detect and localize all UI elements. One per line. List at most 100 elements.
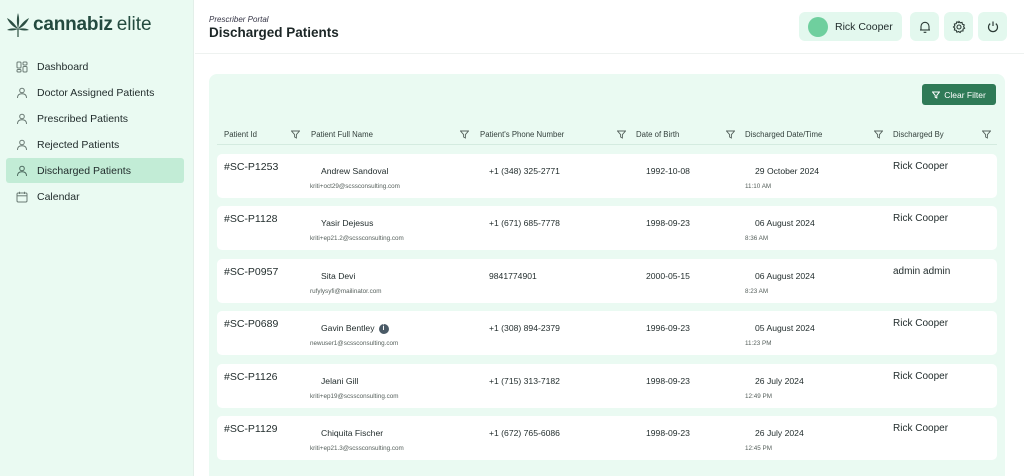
discharged-time: 8:23 AM xyxy=(745,288,769,295)
patient-id: #SC-P1253 xyxy=(224,161,279,173)
user-icon xyxy=(16,113,28,125)
discharged-by: Rick Cooper xyxy=(893,423,949,434)
column-header-patient-id: Patient Id xyxy=(224,130,257,139)
filter-icon[interactable] xyxy=(725,130,736,139)
brand-name-light: elite xyxy=(116,14,152,35)
patient-email: kriti+ep21.3@scssconsulting.com xyxy=(310,445,404,452)
logout-button[interactable] xyxy=(978,12,1007,41)
user-icon xyxy=(16,139,28,151)
sidebar-nav: Dashboard Doctor Assigned Patients Presc… xyxy=(6,54,184,210)
patient-dob: 1998-09-23 xyxy=(646,376,690,386)
avatar xyxy=(808,16,828,37)
patient-phone: +1 (715) 313-7182 xyxy=(489,376,560,386)
patient-id: #SC-P1126 xyxy=(224,371,278,383)
patient-email: rufylysyfi@mailinator.com xyxy=(310,288,382,295)
patient-email: newuser1@scssconsulting.com xyxy=(310,340,399,347)
column-header-discharged-by: Discharged By xyxy=(893,130,944,139)
patient-dob: 1998-09-23 xyxy=(646,218,690,228)
patient-name: Chiquita Fischer xyxy=(321,428,384,438)
user-menu-button[interactable]: Rick Cooper xyxy=(799,12,902,41)
discharged-by: admin admin xyxy=(893,266,951,277)
cannabis-leaf-icon xyxy=(7,13,29,37)
settings-button[interactable] xyxy=(944,12,973,41)
table-header: Patient Id Patient Full Name Patient's P… xyxy=(209,126,1005,142)
patient-id: #SC-P0689 xyxy=(224,318,279,330)
filter-icon[interactable] xyxy=(981,130,992,139)
table-row[interactable]: #SC-P1128 Yasir Dejesus kriti+ep21.2@scs… xyxy=(217,206,997,250)
patient-name: Jelani Gill xyxy=(321,376,359,386)
user-icon xyxy=(16,87,28,99)
discharged-date: 06 August 2024 xyxy=(755,218,815,228)
table-row[interactable]: #SC-P1253 Andrew Sandoval kriti+oct29@sc… xyxy=(217,154,997,198)
discharged-date: 06 August 2024 xyxy=(755,271,815,281)
patient-id: #SC-P1128 xyxy=(224,213,278,225)
dashboard-icon xyxy=(16,61,28,73)
discharged-time: 11:10 AM xyxy=(745,183,772,190)
brand-logo[interactable]: cannabiz elite xyxy=(6,10,152,40)
patient-name-cell: Gavin Bentley i xyxy=(321,323,389,334)
filter-icon[interactable] xyxy=(459,130,470,139)
patient-email: kriti+ep19@scssconsulting.com xyxy=(310,393,399,400)
column-header-dob: Date of Birth xyxy=(636,130,680,139)
discharged-time: 12:49 PM xyxy=(745,393,772,400)
sidebar-item-label: Discharged Patients xyxy=(37,164,131,177)
filter-icon[interactable] xyxy=(873,130,884,139)
power-icon xyxy=(987,21,998,32)
patient-name: Gavin Bentley xyxy=(321,323,375,333)
header-divider xyxy=(217,144,997,145)
gear-icon xyxy=(952,19,965,33)
sidebar-item-dashboard[interactable]: Dashboard xyxy=(6,54,184,79)
info-icon[interactable]: i xyxy=(378,323,389,334)
top-header: Prescriber Portal Discharged Patients Ri… xyxy=(195,0,1024,54)
brand-name-bold: cannabiz xyxy=(33,14,113,35)
portal-subtitle: Prescriber Portal xyxy=(209,15,269,24)
sidebar: cannabiz elite Dashboard Doctor Assigned… xyxy=(0,0,194,476)
patient-id: #SC-P1129 xyxy=(224,423,278,435)
patient-phone: 9841774901 xyxy=(489,271,537,281)
filter-icon[interactable] xyxy=(616,130,627,139)
patient-dob: 1998-09-23 xyxy=(646,428,690,438)
column-header-discharged-datetime: Discharged Date/Time xyxy=(745,130,823,139)
bell-icon xyxy=(919,21,930,33)
discharged-date: 26 July 2024 xyxy=(755,428,804,438)
sidebar-item-rejected-patients[interactable]: Rejected Patients xyxy=(6,132,184,157)
page-title: Discharged Patients xyxy=(209,25,339,40)
patient-email: kriti+ep21.2@scssconsulting.com xyxy=(310,235,404,242)
discharged-date: 05 August 2024 xyxy=(755,323,815,333)
discharged-time: 8:36 AM xyxy=(745,235,769,242)
discharged-date: 29 October 2024 xyxy=(755,166,820,176)
discharged-time: 11:23 PM xyxy=(745,340,772,347)
patient-id: #SC-P0957 xyxy=(224,266,279,278)
table-row[interactable]: #SC-P1126 Jelani Gill kriti+ep19@scsscon… xyxy=(217,364,997,408)
column-header-phone: Patient's Phone Number xyxy=(480,130,565,139)
discharged-by: Rick Cooper xyxy=(893,161,949,172)
patient-phone: +1 (348) 325-2771 xyxy=(489,166,560,176)
sidebar-item-label: Calendar xyxy=(37,190,80,203)
user-name: Rick Cooper xyxy=(835,20,893,33)
sidebar-item-calendar[interactable]: Calendar xyxy=(6,184,184,209)
patient-dob: 1996-09-23 xyxy=(646,323,690,333)
clear-filter-label: Clear Filter xyxy=(944,89,986,100)
table-row[interactable]: #SC-P1129 Chiquita Fischer kriti+ep21.3@… xyxy=(217,416,997,460)
clear-filter-button[interactable]: Clear Filter xyxy=(922,84,996,105)
table-row[interactable]: #SC-P0957 Sita Devi rufylysyfi@mailinato… xyxy=(217,259,997,303)
sidebar-item-label: Dashboard xyxy=(37,60,89,73)
sidebar-item-prescribed-patients[interactable]: Prescribed Patients xyxy=(6,106,184,131)
user-icon xyxy=(16,165,28,177)
sidebar-item-label: Prescribed Patients xyxy=(37,112,129,125)
discharged-date: 26 July 2024 xyxy=(755,376,804,386)
filter-icon[interactable] xyxy=(290,130,301,139)
patient-phone: +1 (671) 685-7778 xyxy=(489,218,560,228)
discharged-time: 12:45 PM xyxy=(745,445,772,452)
patient-dob: 1992-10-08 xyxy=(646,166,690,176)
discharged-by: Rick Cooper xyxy=(893,371,949,382)
sidebar-item-discharged-patients[interactable]: Discharged Patients xyxy=(6,158,184,183)
sidebar-item-label: Rejected Patients xyxy=(37,138,120,151)
sidebar-item-doctor-assigned-patients[interactable]: Doctor Assigned Patients xyxy=(6,80,184,105)
patient-name: Yasir Dejesus xyxy=(321,218,374,228)
patient-phone: +1 (672) 765-6086 xyxy=(489,428,560,438)
calendar-icon xyxy=(16,191,28,203)
patient-name: Sita Devi xyxy=(321,271,356,281)
table-row[interactable]: #SC-P0689 Gavin Bentley i newuser1@scssco… xyxy=(217,311,997,355)
notifications-button[interactable] xyxy=(910,12,939,41)
